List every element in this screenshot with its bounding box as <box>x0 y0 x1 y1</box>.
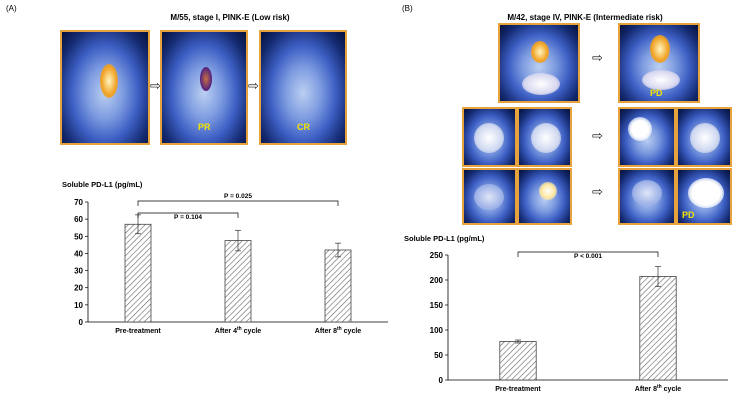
scan-b-baseline-pelvis-1 <box>462 168 517 225</box>
panel-a-title: M/55, stage I, PINK-E (Low risk) <box>170 13 290 22</box>
bone-uptake <box>531 123 561 153</box>
y-tick-label: 0 <box>439 376 444 385</box>
significance-bracket <box>517 251 659 257</box>
x-tick-label: Pre-treatment <box>115 328 161 335</box>
y-tick-label: 70 <box>74 198 83 207</box>
scan-a-baseline <box>60 30 150 145</box>
chart-a: 0 10 20 30 40 50 60 70 Pre-treatment After 4th cy… <box>74 193 388 335</box>
scan-tag-cr: CR <box>297 122 310 132</box>
x-tick-label: After 4th cycle <box>215 326 261 335</box>
bar-2 <box>324 249 352 323</box>
bone-uptake <box>474 123 504 153</box>
arrow-right-icon: ⇨ <box>150 78 161 93</box>
scan-b-followup-pelvis-2: PD <box>676 168 732 225</box>
y-tick-label: 250 <box>430 251 444 260</box>
y-tick-label: 30 <box>74 267 83 276</box>
arrow-right-icon: ⇨ <box>248 78 259 93</box>
bone-uptake <box>632 180 662 206</box>
scan-b-baseline-knee-1 <box>462 107 517 167</box>
scan-tag-pd: PD <box>650 88 663 98</box>
x-tick-label: After 8th cycle <box>635 384 681 393</box>
residual-uptake <box>200 67 212 91</box>
brain-uptake <box>522 73 560 95</box>
scan-b-followup-knee-2: PD <box>676 107 732 167</box>
p-value-label: P < 0.001 <box>574 253 602 260</box>
scan-b-followup-knee-1 <box>618 107 676 167</box>
panel-b-label: (B) <box>402 4 413 13</box>
y-tick-label: 50 <box>74 232 83 241</box>
chart-a-ylabel: Soluble PD-L1 (pg/mL) <box>62 180 143 189</box>
scan-b-baseline-pelvis-2 <box>517 168 572 225</box>
chart-b-ylabel: Soluble PD-L1 (pg/mL) <box>404 234 485 243</box>
bone-uptake <box>474 184 504 210</box>
arrow-right-icon: ⇨ <box>592 128 603 143</box>
lesion-uptake <box>628 117 652 141</box>
tumor-uptake <box>650 35 670 63</box>
y-tick-label: 60 <box>74 215 83 224</box>
lesion-uptake <box>539 182 557 200</box>
x-tick-label: After 8th cycle <box>315 326 361 335</box>
y-tick-label: 40 <box>74 249 83 258</box>
y-tick-label: 100 <box>430 326 444 335</box>
panel-a-label: (A) <box>6 4 17 13</box>
p-value-label: P = 0.025 <box>224 193 252 200</box>
brain-uptake <box>642 70 680 90</box>
chart-b: 0 50 100 150 200 250 Pre-treatment After 8th cy… <box>430 251 728 393</box>
bar-0 <box>124 223 152 323</box>
arrow-right-icon: ⇨ <box>592 50 603 65</box>
x-tick-label: Pre-treatment <box>495 386 541 393</box>
scan-b-baseline-head <box>498 23 580 103</box>
scan-a-after4: PR <box>160 30 248 145</box>
panel-b-title: M/42, stage IV, PINK-E (Intermediate ris… <box>507 13 663 22</box>
y-tick-label: 20 <box>74 284 83 293</box>
bone-uptake <box>690 123 720 153</box>
scan-tag-pr: PR <box>198 122 211 132</box>
significance-bracket <box>137 200 339 206</box>
significance-bracket <box>137 212 239 218</box>
scan-b-followup-pelvis-1 <box>618 168 676 225</box>
lesion-uptake <box>688 178 724 208</box>
p-value-label: P = 0.104 <box>174 214 202 221</box>
tumor-uptake <box>531 41 549 63</box>
y-tick-label: 10 <box>74 301 83 310</box>
scan-b-followup-head: PD <box>618 23 700 103</box>
arrow-right-icon: ⇨ <box>592 184 603 199</box>
y-tick-label: 50 <box>434 351 443 360</box>
bar-1 <box>639 276 677 381</box>
bar-1 <box>224 240 252 323</box>
scan-b-baseline-knee-2 <box>517 107 572 167</box>
scan-tag-pd: PD <box>682 210 695 220</box>
y-tick-label: 200 <box>430 276 444 285</box>
y-tick-label: 150 <box>430 301 444 310</box>
tumor-uptake <box>100 64 118 98</box>
bar-0 <box>499 341 537 381</box>
y-tick-label: 0 <box>79 318 84 327</box>
scan-a-after8: CR <box>259 30 347 145</box>
